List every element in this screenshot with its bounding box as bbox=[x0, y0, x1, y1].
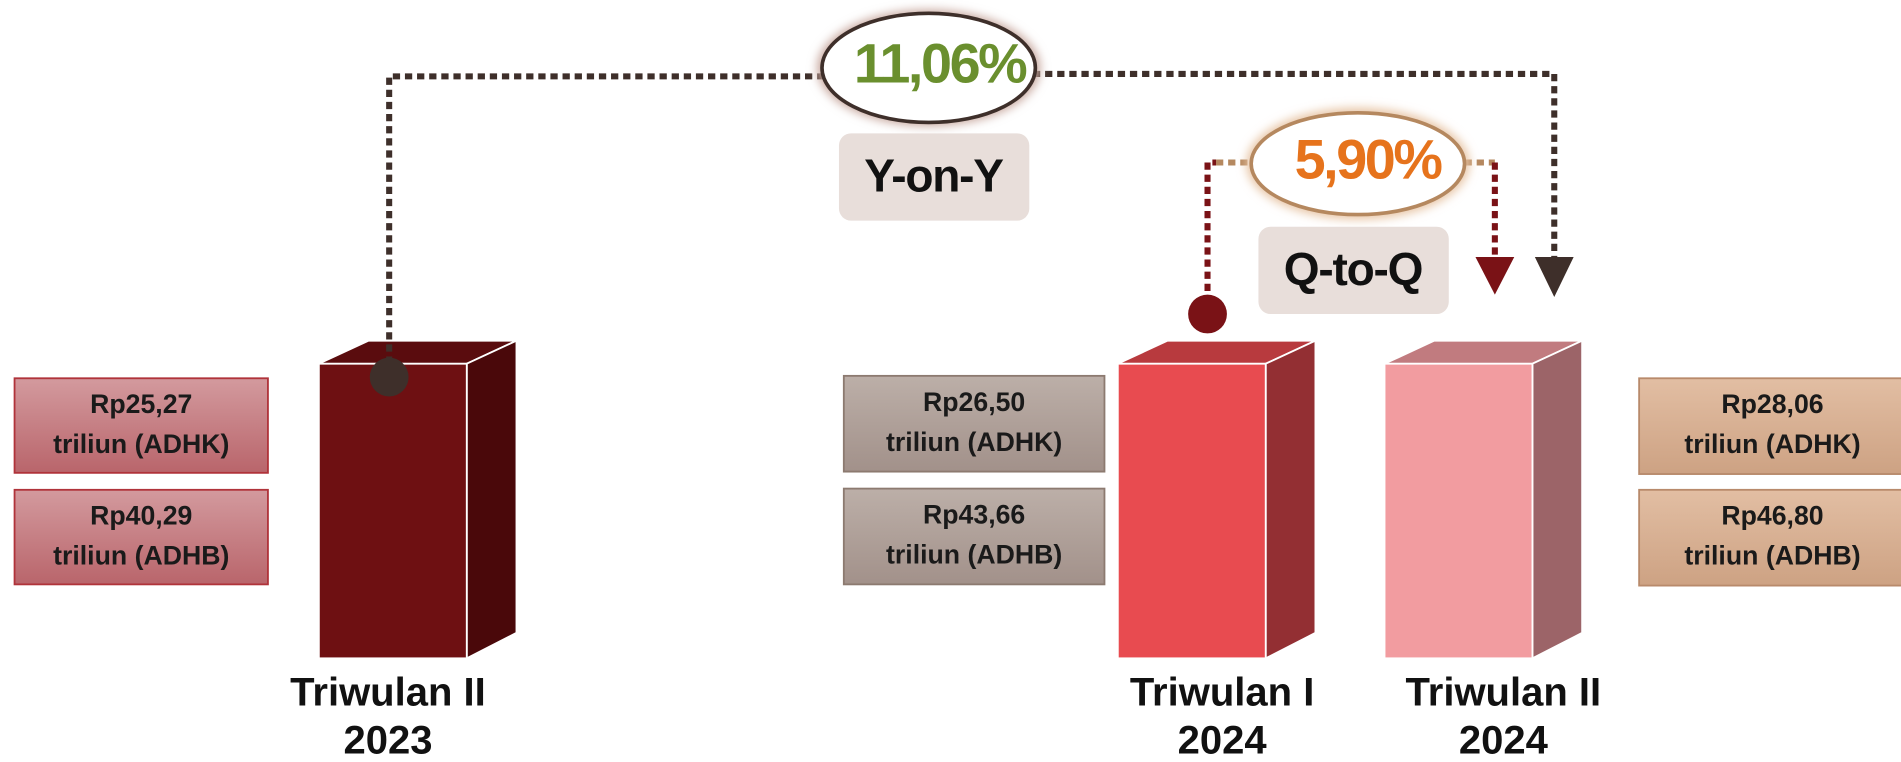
qtq-ellipse bbox=[1249, 110, 1467, 217]
period-label: 2023 bbox=[343, 719, 432, 762]
period-label: Triwulan I bbox=[1130, 670, 1314, 714]
qtq-arrow bbox=[1475, 257, 1515, 295]
adhk-text: Rp28,06 bbox=[1721, 389, 1823, 419]
bar-tw1-2024 bbox=[1116, 339, 1317, 660]
adhb-box bbox=[1638, 488, 1901, 587]
yoy-arrow bbox=[1534, 257, 1574, 298]
adhb-text: triliun (ADHB) bbox=[1684, 541, 1860, 571]
bar-tw2-2024 bbox=[1383, 339, 1584, 660]
period-label: 2024 bbox=[1459, 719, 1549, 762]
period-label: Triwulan II bbox=[290, 670, 486, 714]
adhb-text: triliun (ADHB) bbox=[53, 541, 229, 571]
bar-2023 bbox=[317, 339, 518, 660]
qtq-connector bbox=[1204, 159, 1498, 304]
qtq-label-box bbox=[1258, 226, 1449, 315]
adhk-box bbox=[13, 377, 269, 474]
adhk-box bbox=[842, 374, 1106, 473]
yoy-start bbox=[369, 357, 409, 397]
adhb-text: triliun (ADHB) bbox=[886, 540, 1062, 570]
adhk-text: triliun (ADHK) bbox=[53, 429, 229, 459]
qtq-value: 5,90% bbox=[1295, 128, 1443, 190]
adhk-text: Rp25,27 bbox=[90, 389, 192, 419]
yoy-value: 11,06% bbox=[854, 33, 1027, 95]
period-label: 2024 bbox=[1178, 719, 1268, 762]
adhk-text: triliun (ADHK) bbox=[886, 427, 1062, 457]
adhk-text: Rp26,50 bbox=[923, 387, 1025, 417]
yoy-label: Y-on-Y bbox=[864, 150, 1003, 202]
period-label: Triwulan II bbox=[1406, 670, 1602, 714]
qtq-start bbox=[1188, 294, 1227, 334]
adhb-box bbox=[842, 487, 1106, 586]
adhb-text: Rp40,29 bbox=[90, 501, 192, 531]
yoy-ellipse bbox=[820, 11, 1038, 125]
adhk-text: triliun (ADHK) bbox=[1684, 429, 1860, 459]
adhb-text: Rp43,66 bbox=[923, 500, 1025, 530]
yoy-label-box bbox=[838, 133, 1030, 221]
adhb-box bbox=[13, 488, 269, 586]
adhb-text: Rp46,80 bbox=[1721, 501, 1823, 531]
qtq-label: Q-to-Q bbox=[1284, 243, 1423, 295]
adhk-box bbox=[1638, 377, 1901, 475]
